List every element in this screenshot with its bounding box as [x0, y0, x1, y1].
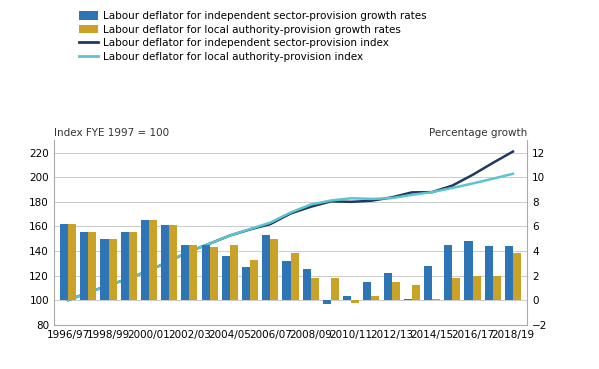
Bar	[201, 245, 210, 300]
Bar	[404, 299, 412, 300]
Bar	[250, 259, 258, 300]
Bar	[424, 266, 432, 300]
Bar	[464, 241, 473, 300]
Bar	[493, 276, 501, 300]
Bar	[230, 245, 238, 300]
Bar	[222, 256, 230, 300]
Bar	[210, 247, 217, 300]
Bar	[432, 299, 440, 300]
Bar	[270, 239, 279, 300]
Bar	[412, 285, 420, 300]
Bar	[282, 261, 291, 300]
Bar	[120, 232, 129, 300]
Text: Percentage growth: Percentage growth	[429, 128, 527, 138]
Bar	[262, 235, 270, 300]
Bar	[323, 300, 331, 304]
Bar	[101, 239, 108, 300]
Bar	[129, 232, 137, 300]
Bar	[444, 245, 452, 300]
Bar	[485, 246, 493, 300]
Bar	[60, 224, 68, 300]
Bar	[343, 296, 351, 300]
Bar	[311, 278, 319, 300]
Bar	[149, 220, 157, 300]
Bar	[242, 267, 250, 300]
Bar	[302, 269, 311, 300]
Legend: Labour deflator for independent sector-provision growth rates, Labour deflator f: Labour deflator for independent sector-p…	[77, 9, 429, 64]
Text: Index FYE 1997 = 100: Index FYE 1997 = 100	[54, 128, 169, 138]
Bar	[383, 273, 392, 300]
Bar	[80, 232, 88, 300]
Bar	[181, 245, 189, 300]
Bar	[392, 282, 400, 300]
Bar	[189, 245, 198, 300]
Bar	[161, 225, 169, 300]
Bar	[291, 254, 299, 300]
Bar	[452, 278, 461, 300]
Bar	[108, 239, 117, 300]
Bar	[371, 296, 380, 300]
Bar	[68, 224, 76, 300]
Bar	[351, 300, 359, 303]
Bar	[364, 282, 371, 300]
Bar	[169, 225, 177, 300]
Bar	[88, 232, 96, 300]
Bar	[473, 276, 480, 300]
Bar	[513, 254, 521, 300]
Bar	[331, 278, 339, 300]
Bar	[505, 246, 513, 300]
Bar	[141, 220, 149, 300]
